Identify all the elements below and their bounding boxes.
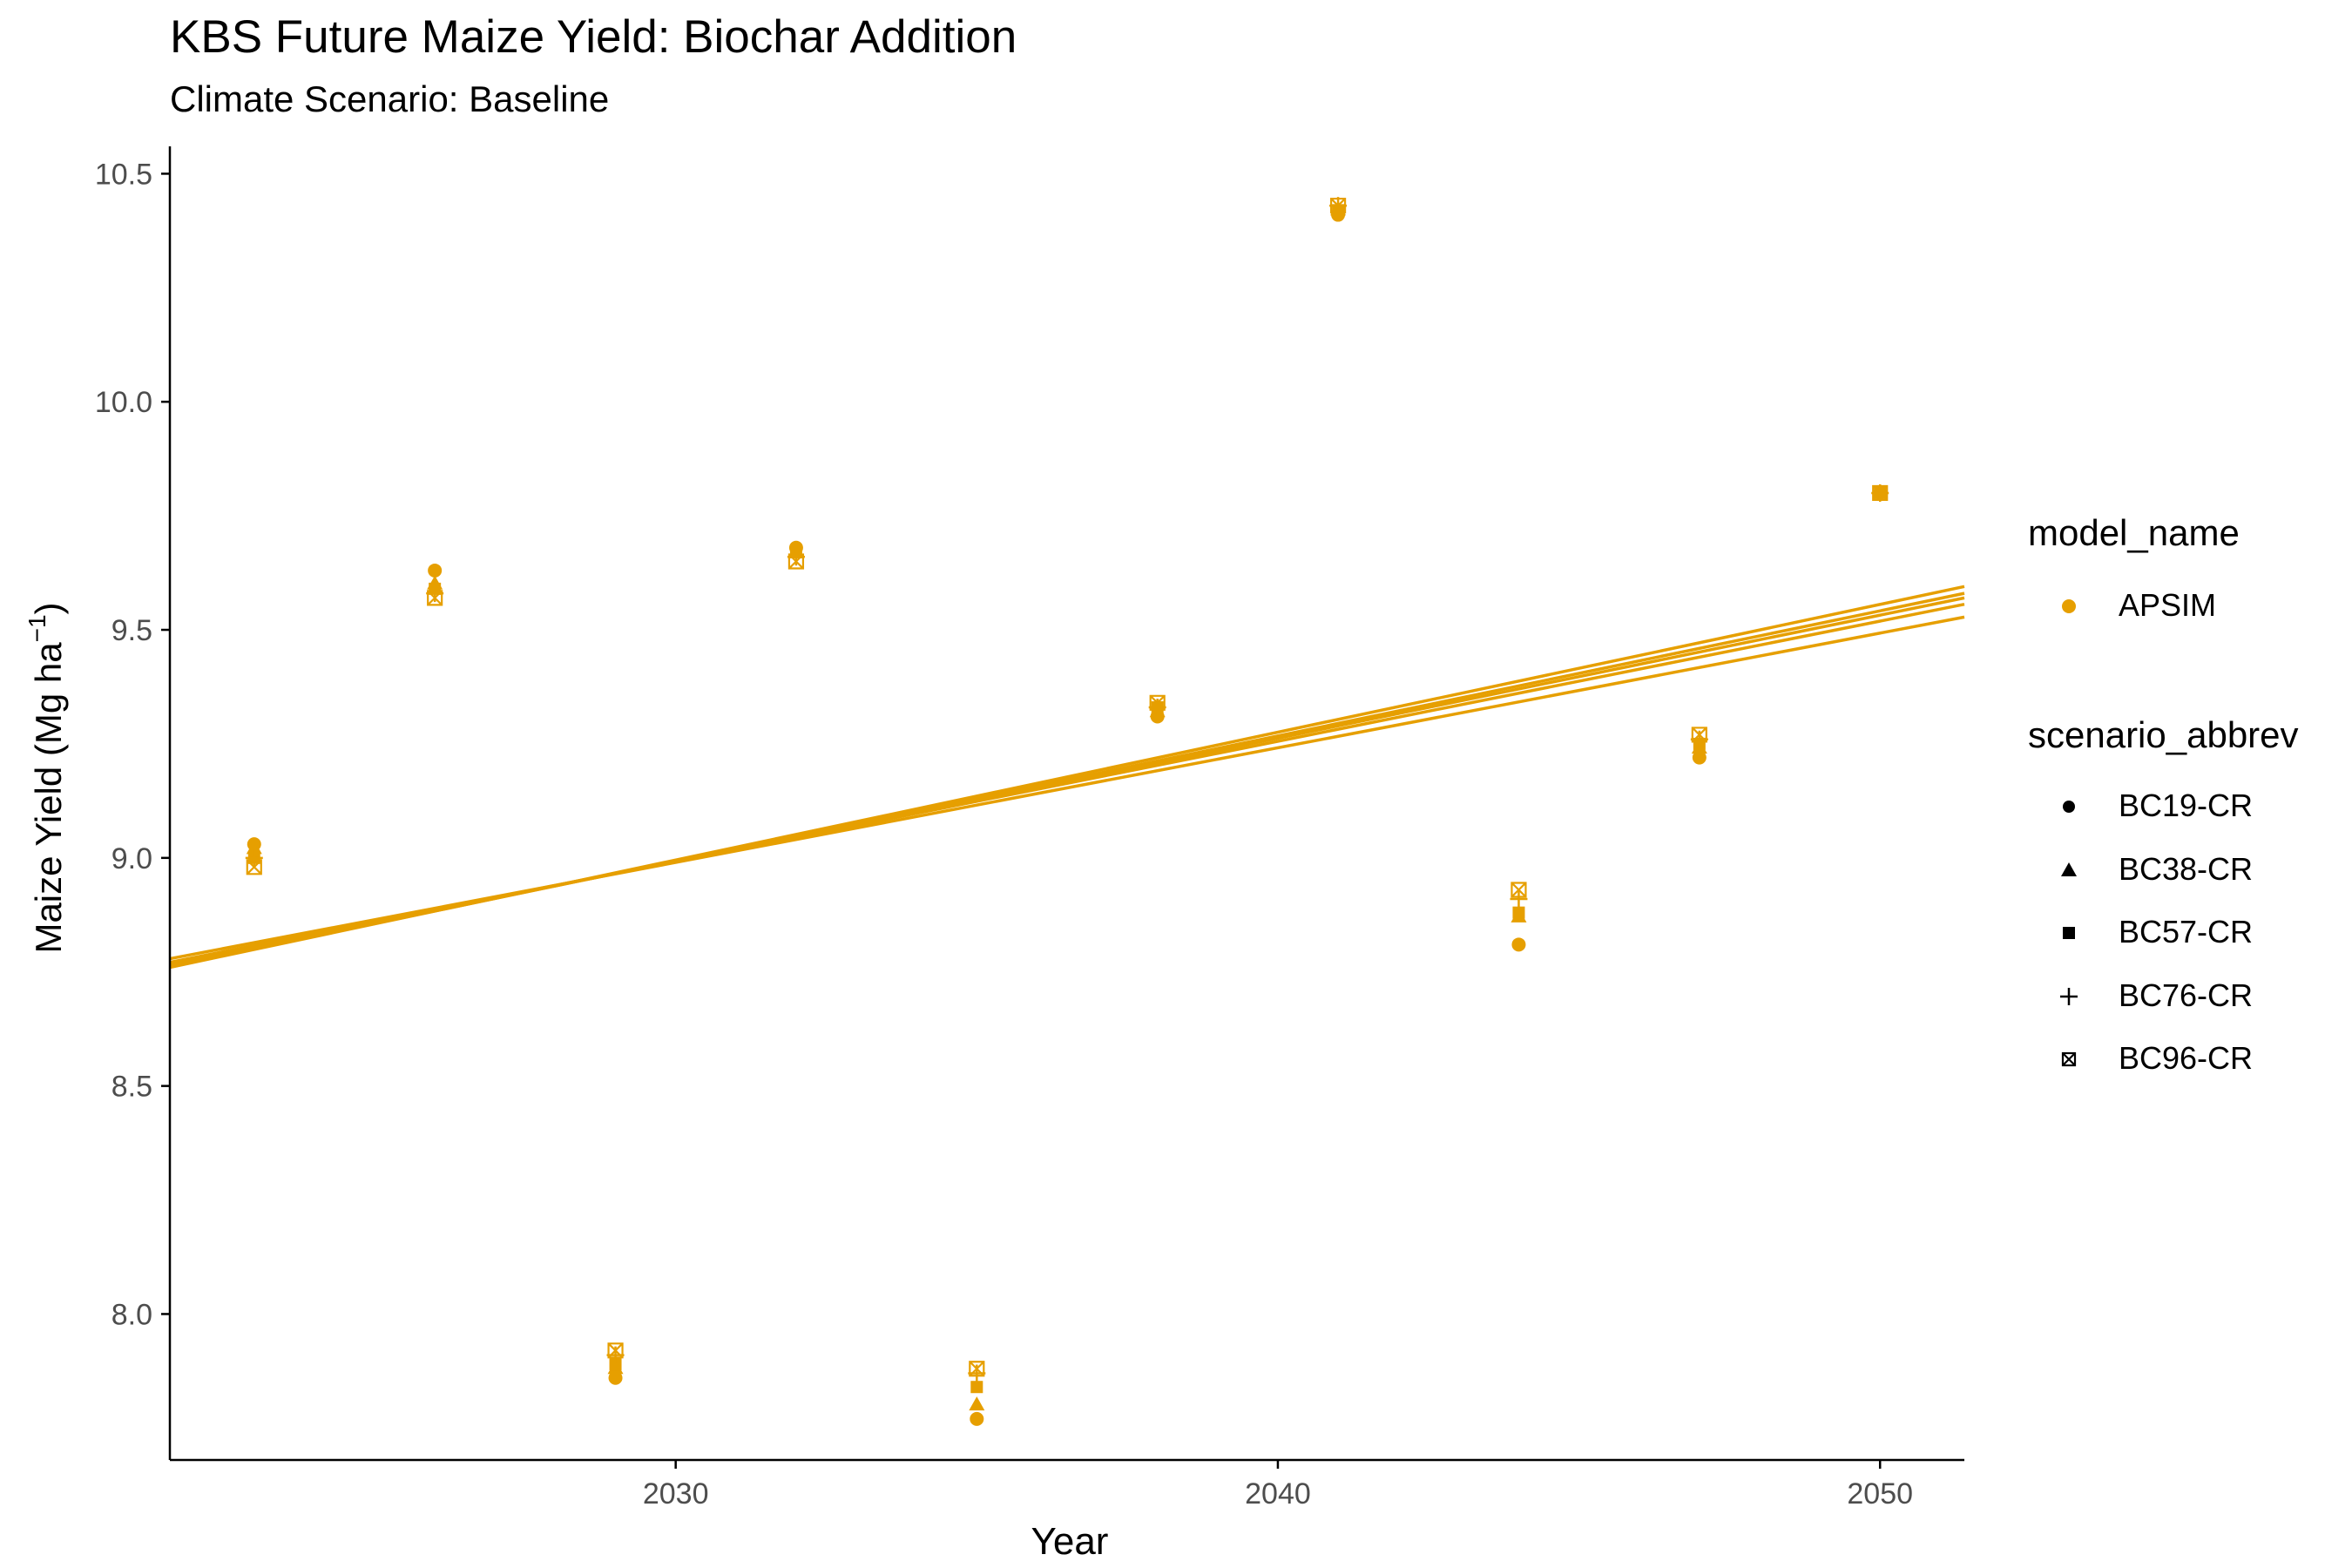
data-points — [245, 197, 1889, 1426]
data-point-bc19-cr-2035 — [970, 1411, 984, 1426]
x-axis-label: Year — [1031, 1520, 1109, 1563]
data-point-bc96-cr-2044 — [1511, 882, 1527, 898]
axes: 8.0 8.5 9.0 9.5 10.0 10.5 2030 2040 2050 — [95, 146, 1964, 1511]
data-point-bc19-cr-2047 — [1692, 750, 1707, 765]
legend-label-apsim: APSIM — [2119, 587, 2217, 623]
trend-line-bc96-cr — [169, 615, 1965, 961]
y-tick-label: 10.0 — [95, 386, 152, 419]
data-point-bc38-cr-2035 — [969, 1396, 985, 1411]
legend-key-bc19-circle — [2063, 801, 2075, 813]
data-point-bc38-cr-2023 — [246, 840, 262, 855]
data-point-bc19-cr-2029 — [608, 1370, 623, 1385]
data-point-bc96-cr-2047 — [1691, 727, 1707, 743]
chart-title: KBS Future Maize Yield: Biochar Addition — [170, 11, 1017, 63]
legend-label-bc38: BC38-CR — [2119, 851, 2254, 887]
x-tick-label: 2050 — [1847, 1477, 1913, 1511]
data-point-bc76-cr-2044 — [1510, 889, 1528, 908]
data-point-bc19-cr-2044 — [1511, 937, 1526, 952]
data-point-bc96-cr-2041 — [1329, 197, 1347, 214]
data-point-bc57-cr-2044 — [1512, 906, 1525, 919]
legend-key-bc96-boxx — [2061, 1051, 2077, 1067]
y-axis-label-close: ) — [28, 602, 69, 614]
y-axis-label-main: Maize Yield (Mg ha — [28, 642, 69, 954]
data-point-bc96-cr-2038 — [1149, 694, 1166, 711]
data-point-bc96-cr-2026 — [427, 590, 443, 606]
y-tick-label: 8.0 — [112, 1298, 152, 1331]
trend-lines — [169, 585, 1965, 970]
y-tick-label: 8.5 — [112, 1071, 152, 1104]
data-point-bc96-cr-2029 — [607, 1342, 624, 1359]
legend-key-bc38-triangle — [2061, 862, 2077, 876]
data-point-bc96-cr-2050 — [1872, 484, 1889, 502]
data-point-bc57-cr-2035 — [970, 1381, 983, 1394]
legend-model-title: model_name — [2028, 512, 2240, 553]
legend-label-bc76: BC76-CR — [2119, 977, 2254, 1013]
data-point-bc19-cr-2026 — [428, 563, 443, 578]
legend-label-bc19: BC19-CR — [2119, 787, 2254, 823]
data-point-bc96-cr-2032 — [787, 553, 805, 570]
legend-key-bc57-square — [2063, 927, 2075, 939]
legend-label-bc96: BC96-CR — [2119, 1040, 2254, 1076]
legend-label-bc57: BC57-CR — [2119, 914, 2254, 950]
data-point-bc76-cr-2023 — [245, 848, 263, 867]
legend-key-apsim — [2062, 599, 2076, 613]
x-tick-label: 2030 — [643, 1477, 709, 1511]
y-axis-label-superscript: −1 — [24, 614, 51, 642]
legend-key-bc76-plus — [2060, 988, 2078, 1005]
legend-scenario-title: scenario_abbrev — [2028, 714, 2299, 755]
y-tick-label: 9.0 — [112, 842, 152, 875]
data-point-bc96-cr-2035 — [969, 1361, 985, 1377]
chart-subtitle: Climate Scenario: Baseline — [170, 78, 610, 119]
y-tick-label: 9.5 — [112, 614, 152, 647]
x-tick-label: 2040 — [1245, 1477, 1311, 1511]
y-axis-label: Maize Yield (Mg ha−1) — [24, 602, 69, 953]
data-point-bc57-cr-2029 — [609, 1358, 622, 1371]
y-tick-label: 10.5 — [95, 158, 152, 191]
data-point-bc96-cr-2023 — [246, 859, 262, 875]
